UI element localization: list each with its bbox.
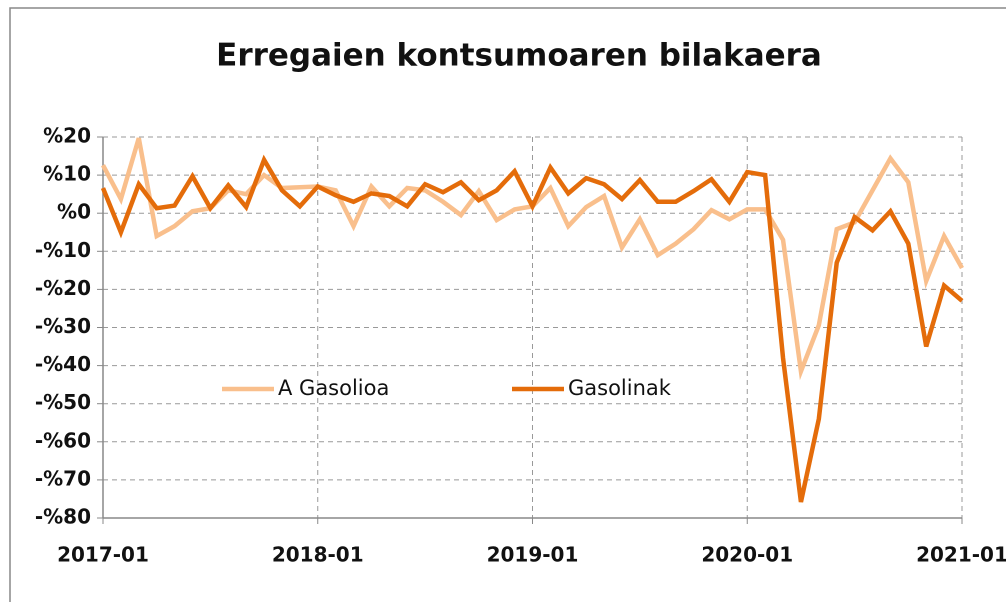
y-tick-label: %10 — [43, 162, 91, 186]
chart-title: Erregaien kontsumoaren bilakaera — [216, 38, 822, 74]
y-tick-label: -%40 — [35, 352, 91, 376]
x-tick-label: 2017-01 — [57, 543, 149, 567]
y-tick-label: -%20 — [35, 276, 91, 300]
line-series — [100, 154, 964, 503]
chart-frame — [9, 7, 1006, 602]
y-tick-label: %0 — [57, 200, 91, 224]
y-tick-label: -%80 — [35, 505, 91, 529]
y-tick-label: -%60 — [35, 428, 91, 452]
y-tick-label: -%10 — [35, 238, 91, 262]
y-tick-label: -%30 — [35, 314, 91, 338]
legend-label: Gasolinak — [568, 376, 672, 400]
legend-label: A Gasolioa — [278, 376, 389, 400]
y-tick-label: %20 — [43, 124, 91, 148]
x-tick-label: 2021-01 — [916, 543, 1006, 567]
x-tick-label: 2018-01 — [272, 543, 364, 567]
y-tick-label: -%50 — [35, 390, 91, 414]
y-tick-label: -%70 — [35, 466, 91, 490]
x-tick-label: 2019-01 — [487, 543, 579, 567]
x-tick-label: 2020-01 — [701, 543, 793, 567]
